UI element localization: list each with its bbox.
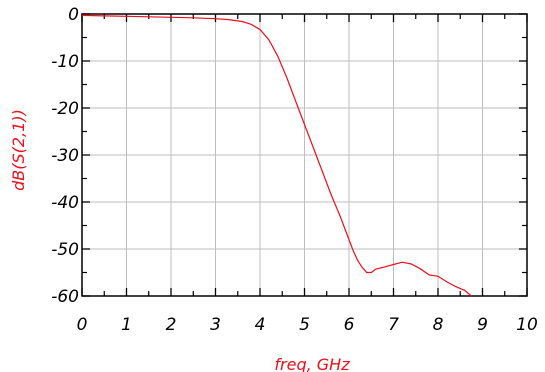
x-tick-label-5: 5 (299, 315, 310, 335)
x-axis-label: freq, GHz (274, 355, 350, 372)
grid-lines (82, 14, 527, 296)
y-tick-label--20: -20 (51, 99, 79, 119)
x-tick-label-4: 4 (255, 315, 266, 335)
x-tick-label-6: 6 (344, 315, 355, 335)
y-tick-labels: 0 -10 -20 -30 -40 -50 -60 (51, 5, 79, 307)
x-tick-labels: 0 1 2 3 4 5 6 7 8 9 10 (77, 315, 538, 335)
axis-ticks (81, 13, 528, 297)
y-tick-label--40: -40 (51, 193, 79, 213)
y-tick-label--60: -60 (51, 287, 79, 307)
x-tick-label-9: 9 (477, 315, 488, 335)
x-tick-label-8: 8 (433, 315, 444, 335)
y-tick-label--50: -50 (51, 240, 79, 260)
x-tick-label-2: 2 (166, 315, 177, 335)
x-tick-label-10: 10 (516, 315, 538, 335)
x-tick-label-0: 0 (77, 315, 88, 335)
y-tick-label-0: 0 (68, 5, 79, 25)
plot-frame (81, 13, 528, 297)
x-tick-label-3: 3 (210, 315, 221, 335)
y-axis-label: dB(S(2,1)) (9, 109, 28, 191)
x-tick-label-7: 7 (388, 315, 399, 335)
y-tick-label--10: -10 (51, 52, 79, 72)
y-tick-label--30: -30 (51, 146, 79, 166)
x-tick-label-1: 1 (121, 315, 132, 335)
series-line-s21 (81, 14, 472, 297)
